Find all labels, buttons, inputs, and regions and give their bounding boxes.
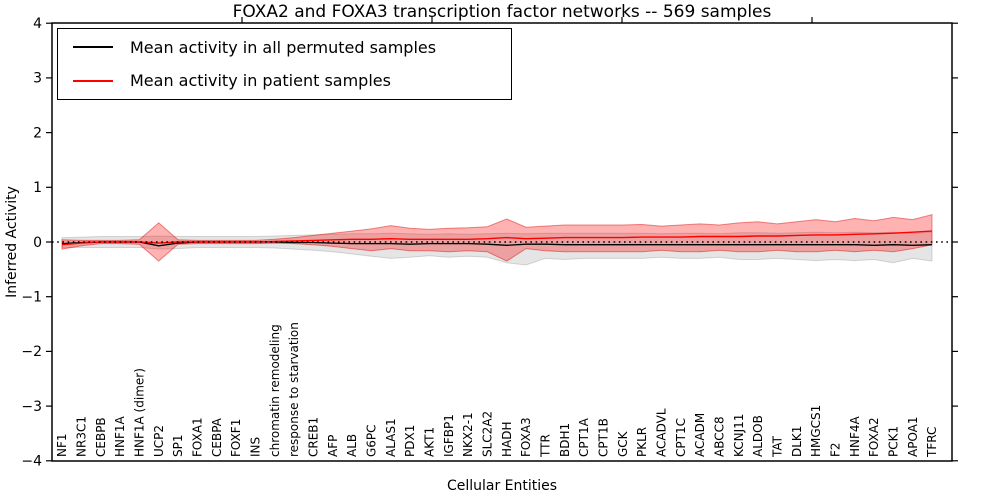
permuted-line-swatch <box>73 46 113 49</box>
legend-label-permuted: Mean activity in all permuted samples <box>130 37 437 57</box>
x-tick-label: HADH <box>500 422 514 458</box>
x-tick-label: DLK1 <box>790 426 804 457</box>
x-tick-label: PKLR <box>635 427 649 457</box>
patient-line-swatch <box>73 79 113 82</box>
x-tick-label: GCK <box>616 430 630 457</box>
x-tick-label: ACADVL <box>654 408 668 457</box>
legend-item-permuted: Mean activity in all permuted samples <box>58 32 511 62</box>
x-tick-label: HNF4A <box>848 415 862 457</box>
y-tick-label: −3 <box>21 399 42 415</box>
x-tick-label: response to starvation <box>287 322 301 457</box>
x-tick-label: CPT1C <box>674 418 688 457</box>
x-tick-label: F2 <box>828 442 842 457</box>
x-tick-label: CEBPA <box>210 417 224 457</box>
x-tick-label: AKT1 <box>422 427 436 457</box>
x-tick-label: FOXF1 <box>229 419 243 457</box>
x-tick-label: CPT1B <box>596 418 610 457</box>
x-tick-label: HMGCS1 <box>809 405 823 457</box>
x-tick-label: ALAS1 <box>384 418 398 457</box>
y-axis-label: Inferred Activity <box>4 186 20 298</box>
x-tick-label: UCP2 <box>152 425 166 457</box>
x-tick-label: APOA1 <box>906 416 920 457</box>
x-tick-label: PCK1 <box>886 426 900 457</box>
x-tick-label: AFP <box>326 435 340 457</box>
x-tick-label: ACADM <box>693 413 707 457</box>
x-tick-label: NKX2-1 <box>461 412 475 457</box>
x-axis-label: Cellular Entities <box>446 478 558 494</box>
y-tick-label: 3 <box>33 71 42 87</box>
x-tick-label: NF1 <box>55 433 69 457</box>
y-tick-label: −2 <box>21 344 42 360</box>
legend-label-patient: Mean activity in patient samples <box>130 71 391 91</box>
chart-title: FOXA2 and FOXA3 transcription factor net… <box>232 2 772 22</box>
y-tick-label: −1 <box>21 289 42 305</box>
x-tick-label: TTR <box>538 434 552 458</box>
x-tick-label: CEBPB <box>94 417 108 457</box>
x-tick-label: KCNJ11 <box>732 414 746 457</box>
x-tick-label: FOXA3 <box>519 417 533 457</box>
x-tick-label: G6PC <box>364 424 378 457</box>
x-tick-label: NR3C1 <box>74 416 88 457</box>
y-tick-label: 4 <box>33 16 42 32</box>
y-tick-label: 1 <box>33 180 42 196</box>
x-tick-label: TFRC <box>925 427 939 458</box>
x-tick-label: PDX1 <box>403 425 417 457</box>
x-tick-label: INS <box>248 437 262 457</box>
x-tick-label: ALDOB <box>751 415 765 457</box>
legend-item-patient: Mean activity in patient samples <box>58 66 511 96</box>
x-tick-label: ALB <box>345 434 359 457</box>
x-tick-label: HNF1A <box>113 415 127 457</box>
permuted-band <box>61 231 933 266</box>
x-tick-label: TAT <box>770 435 784 458</box>
x-tick-label: SLC2A2 <box>480 411 494 457</box>
y-tick-label: 0 <box>33 235 42 251</box>
x-tick-label: CREB1 <box>306 417 320 457</box>
x-tick-label: FOXA2 <box>867 417 881 457</box>
patient-mean-line <box>61 230 933 246</box>
y-tick-label: 2 <box>33 125 42 141</box>
x-tick-label: FOXA1 <box>190 417 204 457</box>
x-tick-label: HNF1A (dimer) <box>132 368 146 457</box>
x-tick-label: CPT1A <box>577 417 591 457</box>
x-tick-label: IGFBP1 <box>442 414 456 457</box>
x-tick-label: chromatin remodeling <box>268 324 282 457</box>
x-tick-label: BDH1 <box>558 423 572 457</box>
y-tick-label: −4 <box>21 454 42 470</box>
legend-box: Mean activity in all permuted samples Me… <box>57 28 512 100</box>
x-tick-label: ABCC8 <box>712 416 726 457</box>
x-tick-label: SP1 <box>171 435 185 458</box>
